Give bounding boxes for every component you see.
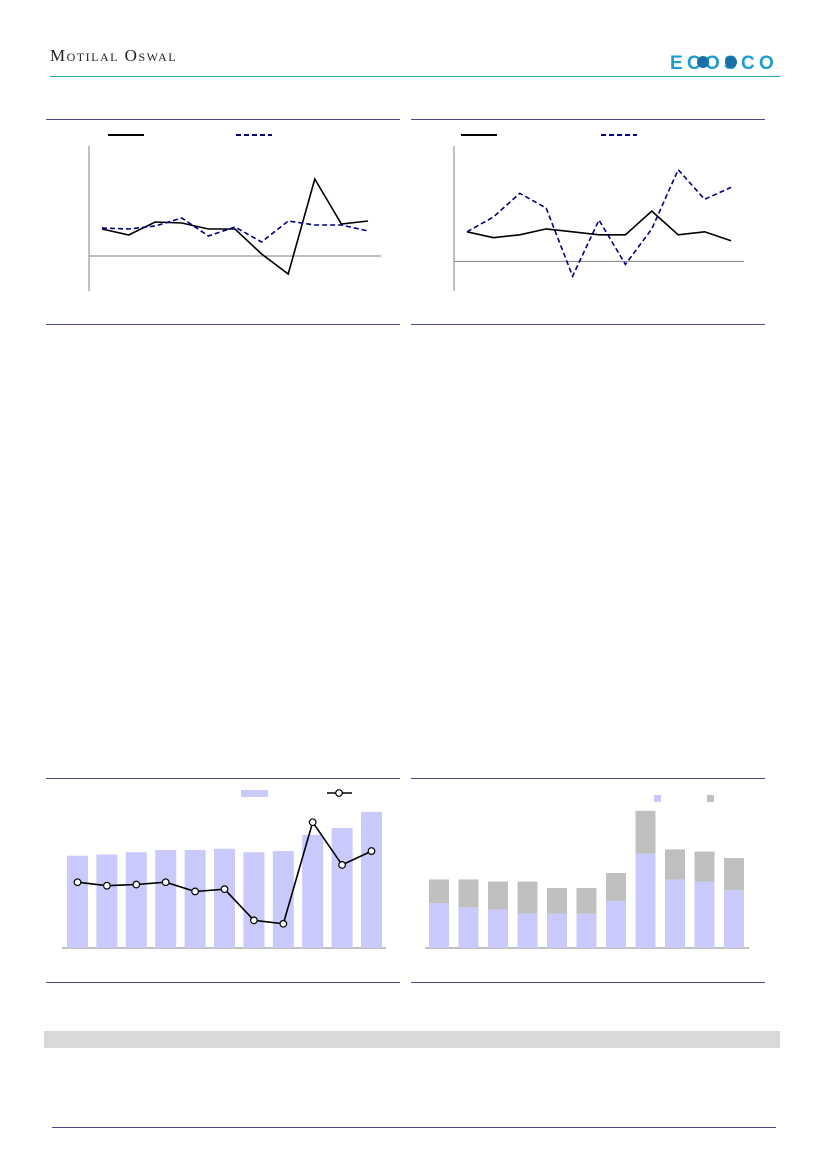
bar-segment-secondary	[665, 849, 685, 880]
line-marker	[161, 878, 170, 887]
footer-rule	[52, 1127, 776, 1128]
bar	[243, 852, 265, 948]
line-marker	[249, 916, 258, 925]
line-marker	[103, 881, 111, 890]
chart1-top-rule	[46, 119, 400, 120]
chart4-top-rule	[411, 778, 765, 779]
ecoscope-logo: E C O S C O P E	[670, 53, 778, 74]
bar-segment-primary	[665, 879, 685, 948]
bar	[214, 848, 235, 948]
bar-segment-primary	[488, 909, 508, 948]
bar-segment-secondary	[547, 888, 567, 914]
legend-swatch-secondary	[707, 795, 714, 802]
bar-segment-secondary	[694, 851, 715, 882]
bar-segment-primary	[517, 913, 538, 948]
svg-text:E C O S C O P E: E C O S C O P E	[670, 53, 778, 74]
legend-bar-swatch	[241, 790, 268, 797]
bar-segment-primary	[547, 913, 567, 948]
bar-segment-secondary	[606, 873, 626, 901]
bar-segment-secondary	[517, 881, 538, 914]
bar	[302, 834, 324, 948]
bar-segment-primary	[576, 913, 597, 948]
bar-segment-secondary	[724, 858, 744, 891]
bar-segment-primary	[429, 903, 449, 948]
legend-line-marker	[335, 789, 343, 797]
line-marker	[367, 847, 376, 855]
line-chart-1	[88, 134, 381, 291]
bar	[155, 849, 177, 948]
series-line-solid	[101, 176, 369, 276]
bar	[331, 828, 353, 948]
line-marker	[338, 861, 347, 869]
line-marker	[220, 885, 229, 894]
brand-text: Motilal Oswal	[50, 46, 178, 65]
chart2-top-rule	[411, 119, 765, 120]
line-marker	[132, 880, 141, 889]
bar	[125, 852, 147, 948]
bar-line-chart-3	[62, 789, 386, 949]
bar-segment-secondary	[458, 879, 479, 908]
line-marker	[73, 878, 82, 887]
bar	[96, 854, 118, 948]
bar	[361, 811, 382, 948]
line-marker	[308, 818, 317, 827]
header-rule	[50, 76, 780, 77]
series-line-dashed	[466, 168, 732, 279]
legend-swatch-primary	[654, 795, 661, 802]
chart4-bottom-rule	[411, 982, 765, 983]
bar-segment-primary	[635, 853, 656, 948]
chart3-top-rule	[46, 778, 400, 779]
chart1-bottom-rule	[46, 324, 400, 325]
bar	[67, 855, 88, 948]
stacked-bar-chart-4	[425, 795, 749, 949]
chart2-bottom-rule	[411, 324, 765, 325]
bar-segment-primary	[724, 890, 744, 948]
chart3-bottom-rule	[46, 982, 400, 983]
bar-segment-primary	[694, 881, 715, 948]
bar-segment-secondary	[576, 888, 597, 914]
line-marker	[191, 887, 200, 896]
bar-segment-secondary	[488, 881, 508, 910]
bar	[184, 849, 206, 948]
bar-segment-primary	[458, 907, 479, 948]
series-line-solid	[466, 210, 732, 242]
bar-segment-primary	[606, 900, 626, 948]
section-band	[44, 1031, 780, 1048]
line-marker	[279, 919, 288, 928]
series-line-dashed	[101, 217, 369, 243]
bar-segment-secondary	[429, 879, 449, 903]
line-chart-2	[453, 134, 744, 291]
brand-name: Motilal Oswal	[50, 46, 177, 66]
bar-segment-secondary	[635, 810, 656, 854]
